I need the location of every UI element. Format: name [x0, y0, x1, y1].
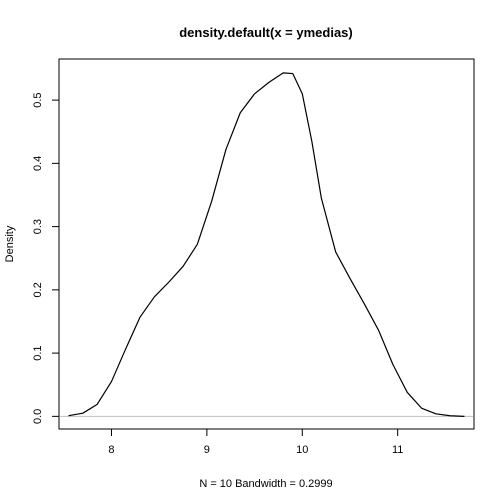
- x-tick-label: 8: [108, 444, 114, 456]
- y-tick-label: 0.2: [32, 282, 44, 297]
- y-tick-label: 0.5: [32, 92, 44, 107]
- y-tick-label: 0.4: [32, 156, 44, 171]
- x-tick-label: 11: [392, 444, 403, 456]
- density-curve: [68, 72, 465, 417]
- y-tick-label: 0.3: [32, 219, 44, 234]
- x-axis-label: N = 10 Bandwidth = 0.2999: [199, 478, 332, 490]
- y-tick-label: 0.0: [32, 409, 44, 424]
- x-tick-label: 9: [204, 444, 210, 456]
- plot-frame: [58, 58, 475, 430]
- x-tick-label: 10: [296, 444, 308, 456]
- y-axis-label: Density: [4, 225, 16, 262]
- y-tick-label: 0.1: [32, 345, 44, 360]
- chart-title: density.default(x = ymedias): [179, 25, 353, 40]
- y-axis: 0.0 0.1 0.2 0.3 0.4 0.5: [32, 92, 60, 424]
- x-axis: 8 9 10 11: [108, 428, 403, 456]
